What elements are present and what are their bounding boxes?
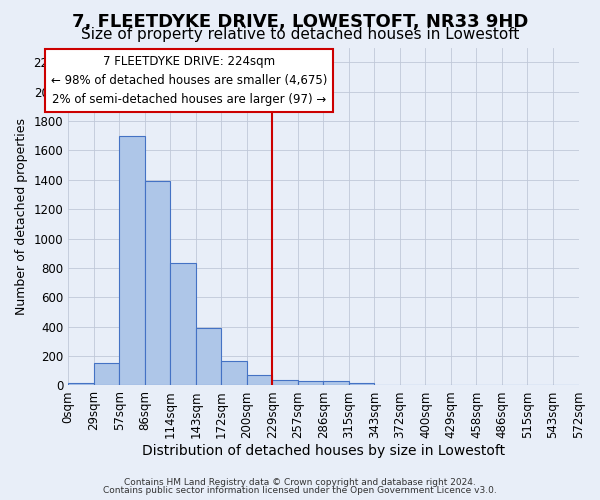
Bar <box>68 382 94 386</box>
Bar <box>145 181 170 386</box>
Bar <box>94 362 119 386</box>
Bar <box>349 382 374 386</box>
Bar <box>221 361 247 386</box>
Text: 7, FLEETDYKE DRIVE, LOWESTOFT, NR33 9HD: 7, FLEETDYKE DRIVE, LOWESTOFT, NR33 9HD <box>72 12 528 30</box>
Text: Size of property relative to detached houses in Lowestoft: Size of property relative to detached ho… <box>81 28 519 42</box>
Y-axis label: Number of detached properties: Number of detached properties <box>15 118 28 315</box>
Text: Contains HM Land Registry data © Crown copyright and database right 2024.: Contains HM Land Registry data © Crown c… <box>124 478 476 487</box>
Bar <box>247 375 272 386</box>
Bar <box>196 328 221 386</box>
X-axis label: Distribution of detached houses by size in Lowestoft: Distribution of detached houses by size … <box>142 444 505 458</box>
Bar <box>323 381 349 386</box>
Bar <box>119 136 145 386</box>
Bar <box>298 381 323 386</box>
Text: Contains public sector information licensed under the Open Government Licence v3: Contains public sector information licen… <box>103 486 497 495</box>
Bar <box>170 263 196 386</box>
Bar <box>272 380 298 386</box>
Text: 7 FLEETDYKE DRIVE: 224sqm
← 98% of detached houses are smaller (4,675)
2% of sem: 7 FLEETDYKE DRIVE: 224sqm ← 98% of detac… <box>51 55 328 106</box>
